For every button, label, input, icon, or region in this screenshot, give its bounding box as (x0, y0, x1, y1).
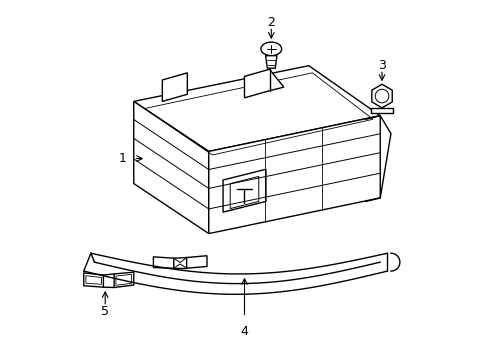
Polygon shape (186, 256, 206, 268)
Polygon shape (244, 69, 283, 98)
Ellipse shape (261, 42, 281, 56)
Polygon shape (208, 116, 380, 234)
Polygon shape (223, 169, 265, 212)
Polygon shape (162, 73, 187, 102)
Text: 5: 5 (101, 305, 109, 318)
Polygon shape (153, 257, 173, 268)
Text: 2: 2 (267, 16, 275, 29)
Polygon shape (134, 66, 380, 152)
Text: 4: 4 (240, 325, 248, 338)
Text: 1: 1 (119, 152, 127, 165)
Text: 3: 3 (377, 59, 385, 72)
Polygon shape (83, 273, 103, 287)
Polygon shape (370, 108, 392, 113)
Polygon shape (134, 102, 208, 234)
Polygon shape (371, 84, 391, 108)
Polygon shape (114, 272, 134, 288)
Polygon shape (265, 56, 276, 68)
